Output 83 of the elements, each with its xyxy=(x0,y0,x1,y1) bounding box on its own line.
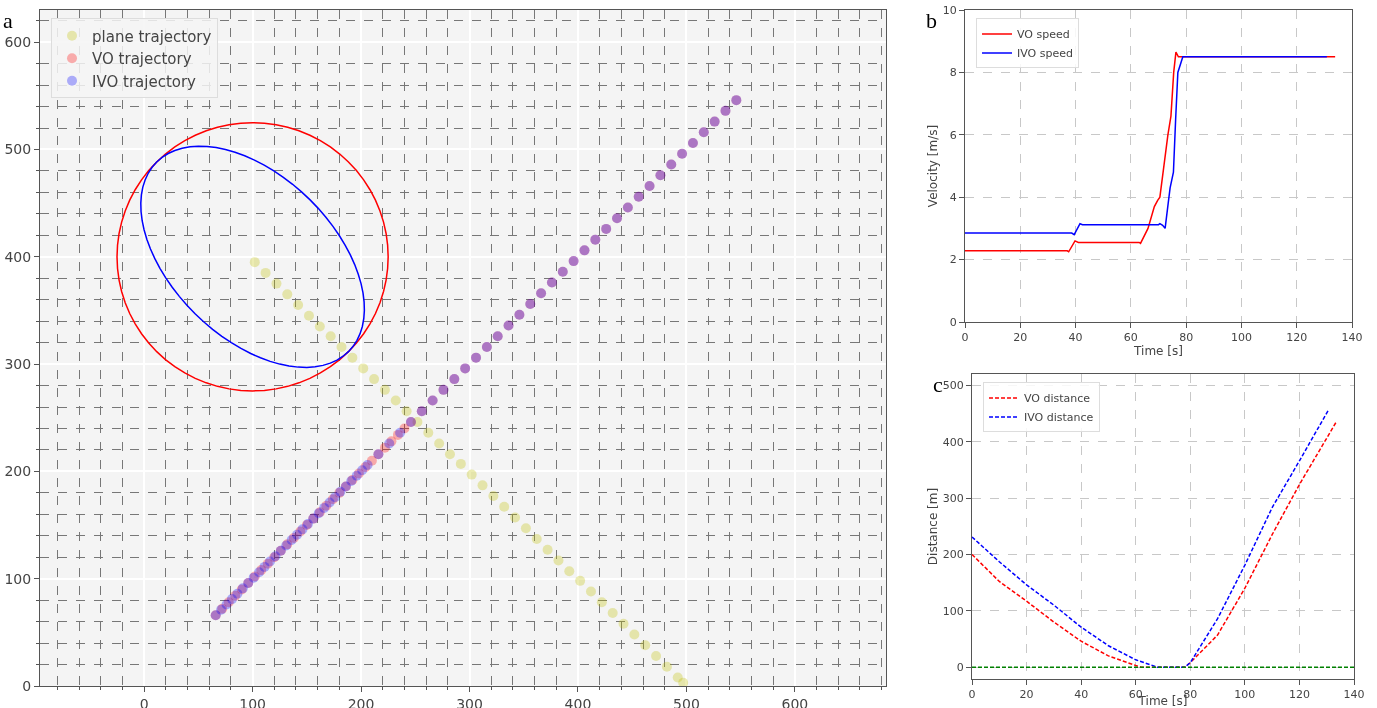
point xyxy=(455,458,466,469)
x-tick-label: 140 xyxy=(1343,688,1365,702)
y-tick-label: 200 xyxy=(942,548,964,562)
y-tick-label: 100 xyxy=(942,604,964,618)
point xyxy=(282,289,293,300)
text: c xyxy=(933,372,943,397)
point xyxy=(661,661,672,672)
point xyxy=(477,480,488,491)
y-tick-label: 300 xyxy=(4,356,32,372)
point xyxy=(434,438,445,449)
legend-label: IVO trajectory xyxy=(92,72,197,91)
point xyxy=(678,677,689,686)
point xyxy=(347,352,358,363)
x-tick-label: 140 xyxy=(1341,331,1363,345)
x-tick-label: 20 xyxy=(1019,688,1034,702)
point xyxy=(629,629,640,640)
x-tick-label: 120 xyxy=(1288,688,1310,702)
point xyxy=(542,544,553,555)
point xyxy=(336,341,347,352)
point xyxy=(596,597,607,608)
y-tick-label: 8 xyxy=(949,66,957,80)
point xyxy=(401,406,412,417)
y-tick-label: 600 xyxy=(4,34,32,51)
point xyxy=(303,310,314,321)
point xyxy=(369,374,380,385)
y-axis-title: Velocity [m/s] xyxy=(926,124,941,208)
legend-label: VO distance xyxy=(1024,392,1091,406)
point xyxy=(651,650,662,661)
x-tick-label: 120 xyxy=(1286,331,1308,345)
point xyxy=(325,331,336,342)
x-tick-label: 0 xyxy=(968,688,976,702)
legend-label: IVO speed xyxy=(1017,47,1073,61)
y-tick-label: 100 xyxy=(4,570,32,587)
x-tick-label: 100 xyxy=(1230,331,1252,345)
point xyxy=(293,300,304,311)
y-tick-label: 10 xyxy=(942,3,957,17)
legend-label: VO speed xyxy=(1017,28,1070,42)
point xyxy=(466,469,477,480)
point xyxy=(520,523,531,534)
legend-label: plane trajectory xyxy=(92,27,212,46)
x-tick-label: 40 xyxy=(1074,688,1089,702)
x-tick-label: 80 xyxy=(1179,331,1194,345)
y-tick-label: 500 xyxy=(942,379,964,393)
y-tick-label: 300 xyxy=(942,491,964,505)
y-tick-label: 2 xyxy=(949,253,957,267)
point xyxy=(553,555,564,566)
point xyxy=(585,586,596,597)
text: b xyxy=(926,8,937,33)
point xyxy=(531,534,542,544)
x-tick-label: 100 xyxy=(1234,688,1256,702)
legend-label: VO trajectory xyxy=(92,50,192,69)
point xyxy=(249,257,260,268)
point xyxy=(423,427,434,438)
point xyxy=(314,321,325,332)
point xyxy=(640,640,651,651)
point xyxy=(358,363,369,374)
point xyxy=(607,608,618,619)
y-tick-label: 6 xyxy=(949,128,957,142)
legend-label: IVO distance xyxy=(1024,411,1094,425)
point xyxy=(488,491,499,502)
point xyxy=(379,384,390,395)
text: a xyxy=(3,8,13,33)
point xyxy=(618,618,629,629)
x-tick-label: 60 xyxy=(1123,331,1138,345)
y-tick-label: 500 xyxy=(4,141,32,158)
point xyxy=(271,278,282,289)
x-tick-label: 40 xyxy=(1068,331,1083,345)
x-axis-title: Time [s] xyxy=(1133,344,1183,359)
point xyxy=(390,395,401,406)
point xyxy=(499,501,510,512)
point xyxy=(510,512,521,523)
point xyxy=(575,575,586,586)
y-tick-label: 200 xyxy=(4,463,32,480)
y-tick-label: 4 xyxy=(949,191,957,205)
point xyxy=(260,267,271,278)
y-tick-label: 0 xyxy=(949,315,957,329)
point xyxy=(564,566,575,577)
y-axis-title: Distance [m] xyxy=(926,487,941,566)
y-tick-label: 0 xyxy=(956,661,964,675)
point xyxy=(444,449,455,460)
y-tick-label: 400 xyxy=(4,248,32,265)
y-tick-label: 400 xyxy=(942,435,964,449)
x-tick-label: 20 xyxy=(1013,331,1028,345)
